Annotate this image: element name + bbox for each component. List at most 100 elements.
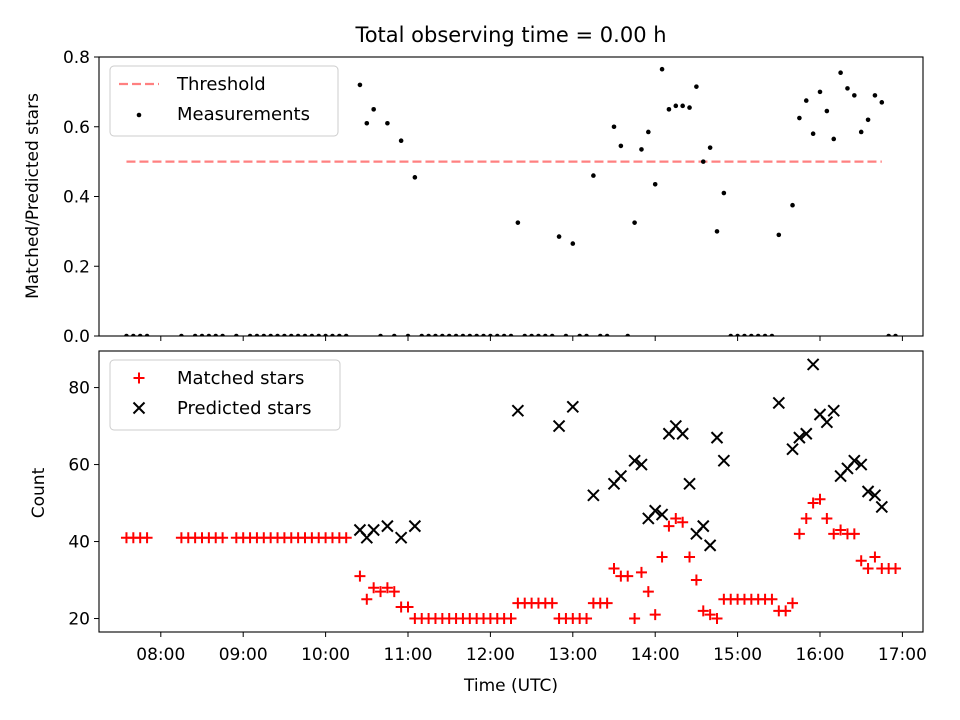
matched-star-point [601, 597, 613, 609]
measurement-point [192, 333, 198, 336]
bottom-y-tick-label: 60 [68, 456, 90, 476]
matched-star-point [869, 551, 881, 563]
predicted-star-point [800, 427, 813, 440]
matched-star-point [814, 493, 826, 505]
top-legend-label: Threshold [176, 74, 266, 95]
bottom-x-tick-label: 08:00 [136, 645, 185, 665]
predicted-star-point [717, 454, 731, 467]
measurement-point [501, 333, 507, 336]
matched-star-point [684, 551, 696, 563]
measurement-point [405, 333, 411, 336]
bottom-plot-area [120, 358, 902, 625]
predicted-star-point [587, 489, 600, 502]
matched-star-point [793, 528, 805, 540]
matched-star-point [780, 605, 792, 617]
measurement-point [632, 220, 637, 225]
matched-star-point [862, 562, 874, 574]
measurement-point [268, 333, 273, 336]
predicted-star-point [868, 489, 882, 502]
measurement-point [604, 333, 610, 336]
predicted-star-point [635, 458, 648, 471]
measurement-point [728, 333, 734, 336]
measurement-point [872, 93, 878, 98]
predicted-star-point [552, 419, 566, 433]
measurement-point [282, 333, 287, 336]
predicted-star-point [683, 477, 696, 491]
top-y-tick-label: 0.4 [63, 188, 90, 208]
measurement-point [131, 333, 136, 336]
measurement-point [625, 333, 631, 336]
matched-star-point [354, 570, 366, 582]
measurement-point [433, 333, 438, 336]
measurement-point [721, 190, 727, 196]
measurement-point [302, 333, 308, 336]
matched-star-point [505, 613, 517, 625]
matched-star-point [787, 597, 799, 609]
measurement-point [309, 333, 315, 336]
measurement-point [522, 333, 528, 336]
top-y-tick-label: 0.8 [63, 48, 90, 68]
bottom-y-tick-label: 40 [68, 533, 90, 553]
measurement-point [563, 333, 569, 336]
measurement-point [858, 129, 864, 135]
predicted-star-point [806, 358, 820, 371]
measurement-point [398, 138, 404, 143]
measurement-point [179, 333, 184, 336]
bottom-series-plus [120, 493, 902, 625]
measurement-point [845, 86, 850, 91]
measurement-point [700, 159, 706, 164]
measurement-point [144, 333, 150, 336]
bottom-x-tick-label: 14:00 [631, 645, 680, 665]
matched-star-point [656, 551, 668, 563]
predicted-star-point [854, 458, 868, 471]
bottom-series-x [353, 358, 889, 552]
measurement-point [206, 333, 212, 336]
bottom-x-tick-label: 13:00 [548, 645, 597, 665]
matched-star-point [642, 586, 654, 598]
measurement-point [385, 120, 390, 126]
measurement-point [769, 333, 775, 336]
matched-star-point [821, 512, 833, 524]
matched-star-point [828, 528, 840, 540]
measurement-point [591, 173, 596, 178]
measurement-point [337, 333, 342, 336]
measurement-point [659, 66, 665, 72]
measurement-point [474, 333, 479, 336]
measurement-point [666, 107, 672, 112]
measurement-point [467, 333, 473, 336]
x-axis-label: Time (UTC) [463, 676, 558, 696]
matched-star-point [807, 497, 819, 509]
bottom-y-tick-label: 80 [68, 379, 90, 399]
measurement-point [556, 234, 562, 239]
matched-star-point [766, 593, 778, 605]
top-axes: 0.0 0.2 0.4 0.6 0.8 Threshold Measurements [63, 48, 924, 347]
matched-star-point [848, 528, 860, 540]
measurement-point [378, 333, 383, 336]
bottom-x-tick-label: 15:00 [713, 645, 762, 665]
measurement-point [453, 333, 459, 336]
predicted-star-point [381, 519, 394, 533]
bottom-axes: 20 40 60 80 08:00 09:00 10:00 11:00 12:00 13:00 14… [68, 350, 927, 665]
measurement-point [735, 333, 740, 336]
measurement-point [371, 107, 376, 112]
measurement-point [234, 333, 239, 336]
measurement-point [824, 108, 830, 114]
measurement-point [330, 333, 335, 336]
measurement-point [426, 333, 431, 336]
measurement-point [364, 120, 370, 126]
measurement-point [488, 333, 493, 336]
measurement-point [543, 333, 548, 336]
predicted-star-point [827, 404, 840, 417]
top-y-tick-label: 0.0 [63, 327, 90, 347]
top-y-tick-label: 0.2 [63, 257, 90, 277]
predicted-star-point [875, 500, 889, 514]
bottom-x-tick-label: 17:00 [878, 645, 927, 665]
predicted-star-point [655, 508, 669, 521]
measurement-point [886, 333, 891, 336]
measurement-point [652, 181, 658, 187]
predicted-star-point [861, 485, 875, 498]
measurement-point [316, 333, 322, 336]
matched-star-point [704, 609, 716, 621]
predicted-star-point [793, 431, 806, 444]
